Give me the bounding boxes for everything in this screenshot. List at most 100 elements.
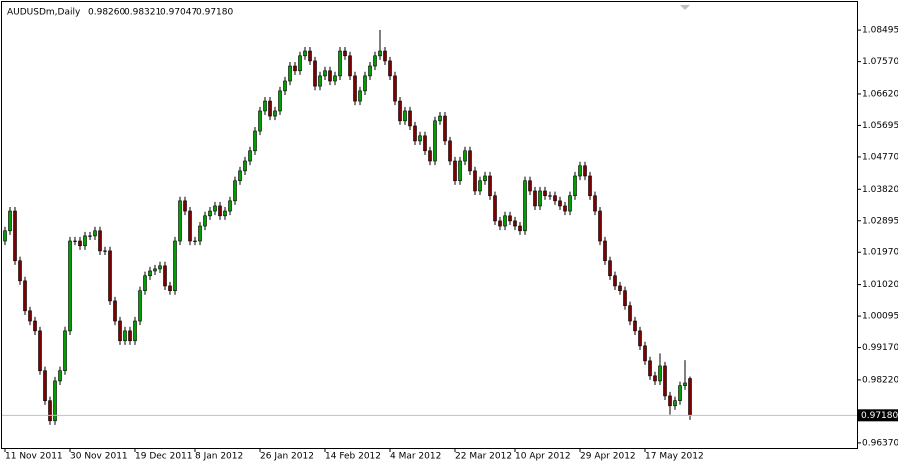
candle-body	[618, 285, 622, 292]
candle-body	[283, 80, 287, 92]
candle-body	[573, 175, 577, 197]
candle-body	[688, 378, 692, 416]
candle-body	[483, 175, 487, 182]
candle-body	[378, 50, 382, 57]
candle-body	[428, 150, 432, 162]
y-tick-label: 1.05695	[862, 121, 898, 131]
candle-body	[263, 100, 267, 112]
x-tick-label: 29 Apr 2012	[580, 452, 636, 462]
candle-body	[193, 240, 197, 242]
candle-body	[223, 210, 227, 217]
x-tick-label: 8 Jan 2012	[195, 452, 243, 462]
candle-body	[528, 180, 532, 192]
candle-body	[393, 75, 397, 102]
candle-body	[163, 265, 167, 287]
candle-body	[403, 110, 407, 122]
candle-body	[323, 70, 327, 77]
y-tick-label: 1.08495	[862, 26, 898, 36]
candle-body	[13, 210, 17, 262]
candle-body	[253, 130, 257, 152]
candle-body	[513, 220, 517, 227]
candle-body	[668, 395, 672, 407]
candle-body	[258, 110, 262, 132]
candle-body	[353, 75, 357, 102]
candle-body	[663, 365, 667, 397]
candle-body	[128, 330, 132, 342]
candle-body	[143, 275, 147, 292]
candle-body	[488, 175, 492, 197]
candle-body	[673, 400, 677, 407]
candle-body	[233, 180, 237, 202]
candle-body	[658, 365, 662, 382]
candle-body	[523, 180, 527, 232]
candle-body	[108, 250, 112, 302]
shift-marker	[680, 5, 690, 10]
candle-body	[133, 320, 137, 342]
candle-body	[508, 215, 512, 222]
candle-body	[288, 65, 292, 82]
y-tick-label: 1.06620	[862, 89, 898, 99]
candle-body	[93, 230, 97, 237]
candle-body	[588, 175, 592, 197]
candle-body	[343, 50, 347, 57]
header-high: 0.98321	[124, 8, 161, 18]
candle-body	[503, 215, 507, 227]
candle-body	[138, 290, 142, 322]
candle-body	[58, 370, 62, 382]
candle-body	[633, 320, 637, 332]
candle-body	[593, 195, 597, 212]
candle-body	[318, 75, 322, 87]
candle-body	[368, 65, 372, 77]
candle-body	[478, 180, 482, 192]
y-tick-label: 1.01020	[862, 280, 898, 290]
candle-body	[38, 330, 42, 372]
candle-body	[553, 195, 557, 202]
current-price-label: 0.97180	[861, 411, 898, 421]
x-tick-label: 10 Apr 2012	[515, 452, 571, 462]
x-tick-label: 22 Mar 2012	[455, 452, 512, 462]
candle-body	[28, 310, 32, 322]
y-tick-label: 1.07570	[862, 57, 898, 67]
candle-body	[413, 125, 417, 142]
candle-body	[198, 225, 202, 242]
candle-body	[303, 50, 307, 57]
candle-body	[118, 320, 122, 342]
candle-body	[228, 200, 232, 212]
candle-body	[188, 210, 192, 242]
candle-body	[558, 200, 562, 207]
candle-body	[3, 230, 7, 242]
candle-body	[608, 260, 612, 277]
y-tick-label: 1.00095	[862, 312, 898, 322]
candle-body	[83, 235, 87, 247]
candle-body	[468, 150, 472, 172]
candle-body	[148, 270, 152, 277]
x-tick-label: 17 May 2012	[645, 452, 704, 462]
x-tick-label: 19 Dec 2011	[135, 452, 193, 462]
candle-body	[338, 50, 342, 77]
candle-body	[498, 220, 502, 227]
candle-body	[613, 275, 617, 287]
symbol-label: AUDUSDm,Daily	[7, 8, 81, 18]
candle-body	[328, 70, 332, 82]
candle-body	[373, 55, 377, 67]
candle-body	[8, 210, 12, 232]
current-price-box	[858, 409, 898, 422]
candle-body	[78, 240, 82, 247]
candle-body	[533, 190, 537, 207]
candle-body	[208, 210, 212, 217]
candle-body	[443, 115, 447, 142]
candle-body	[218, 205, 222, 217]
candle-body	[238, 170, 242, 182]
candle-body	[383, 50, 387, 62]
y-tick-label: 0.98220	[862, 375, 898, 385]
header-low: 0.97047	[160, 8, 197, 18]
candle-body	[183, 200, 187, 212]
candle-body	[18, 260, 22, 282]
candle-body	[538, 190, 542, 207]
candle-body	[273, 110, 277, 117]
candle-body	[313, 60, 317, 87]
candle-body	[293, 65, 297, 72]
candle-body	[103, 250, 107, 252]
candle-body	[63, 330, 67, 372]
